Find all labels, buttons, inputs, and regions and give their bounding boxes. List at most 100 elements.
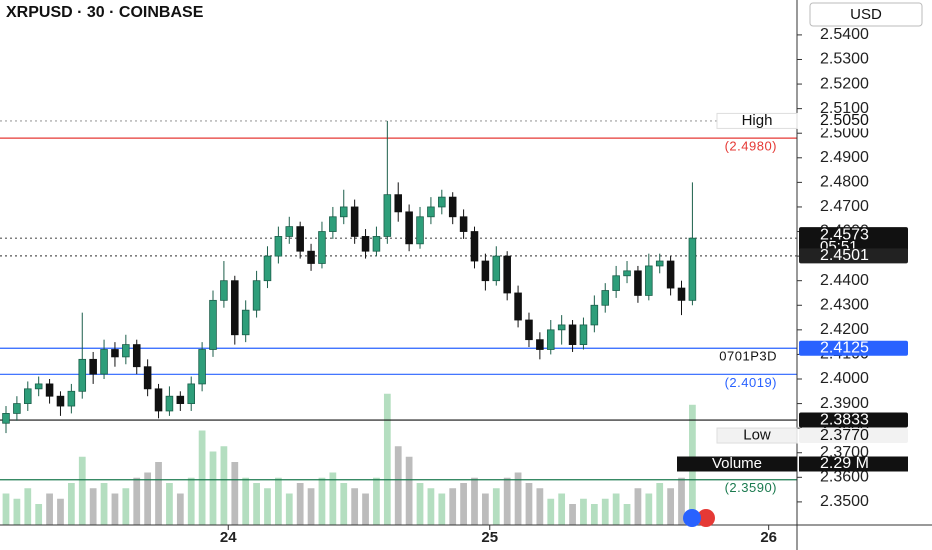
tag-name: High: [742, 112, 773, 129]
currency-label[interactable]: USD: [850, 6, 882, 23]
y-tick-label: 2.4900: [820, 149, 869, 166]
price-tag-label: 2.4573: [820, 226, 869, 243]
volume-bar: [394, 446, 402, 525]
candle-body: [252, 280, 261, 311]
y-tick-label: 2.3900: [820, 395, 869, 412]
volume-bar: [242, 477, 250, 525]
price-tag-label: 2.4125: [820, 339, 869, 356]
candle-body: [546, 329, 555, 350]
volume-bar: [449, 488, 457, 525]
candle-body: [209, 299, 217, 350]
volume-bar: [373, 477, 380, 525]
volume-bar: [2, 493, 10, 525]
candle-body: [2, 413, 10, 424]
volume-bar: [634, 488, 642, 525]
volume-bar: [144, 472, 152, 525]
candle-body: [688, 237, 697, 301]
candle-body: [612, 275, 620, 291]
volume-bar: [78, 456, 86, 525]
candle-body: [601, 290, 610, 306]
volume-bar: [340, 483, 348, 525]
candle-body: [492, 255, 501, 282]
level-label: (2.4980): [725, 139, 777, 154]
x-tick-label: 26: [760, 529, 777, 546]
candle-body: [122, 344, 130, 358]
price-tag-label: 2.4501: [820, 247, 869, 264]
candle-body: [350, 206, 359, 237]
y-tick-label: 2.4400: [820, 272, 869, 289]
price-tag-label: 2.5050: [820, 112, 869, 129]
price-tag: [799, 113, 908, 129]
volume-bar: [111, 493, 119, 525]
level-label: (2.4019): [725, 375, 777, 390]
candle-body: [339, 206, 348, 218]
candle-body: [459, 216, 468, 232]
candle-body: [645, 265, 653, 296]
x-tick-label: 25: [481, 529, 498, 546]
price-tag-label: 2.3833: [820, 411, 869, 428]
candle-body: [263, 255, 272, 282]
volume-bar: [296, 483, 304, 525]
candles-layer: [2, 120, 697, 434]
volume-bar: [67, 483, 75, 525]
volume-bar: [198, 430, 206, 525]
volume-bar: [656, 483, 664, 525]
y-tick-label: 2.5300: [820, 51, 869, 68]
candle-body: [666, 260, 675, 289]
volume-bar: [329, 472, 337, 525]
y-tick-label: 2.4300: [820, 296, 869, 313]
volume-bar: [166, 483, 173, 525]
volume-bar: [547, 498, 555, 525]
candle-body: [89, 358, 97, 375]
candle-body: [56, 395, 65, 407]
candle-body: [590, 304, 599, 326]
volume-bar: [176, 493, 184, 525]
price-tag: [799, 428, 908, 444]
currency-button[interactable]: [809, 2, 923, 27]
candle-body: [329, 216, 337, 232]
candle-body: [448, 196, 457, 218]
event-icon[interactable]: [697, 509, 715, 527]
price-tag: [799, 248, 908, 264]
volume-bar: [231, 462, 239, 525]
volume-bar: [678, 477, 685, 525]
level-label: (2.3590): [725, 480, 777, 495]
candle-body: [568, 324, 577, 345]
candle-body: [318, 231, 326, 264]
y-tick-label: 2.5200: [820, 75, 869, 92]
volume-bar: [362, 493, 369, 525]
candle-body: [296, 226, 304, 252]
volume-bar: [89, 488, 97, 525]
volume-layer: [2, 393, 696, 525]
candle-body: [383, 194, 392, 237]
candle-body: [285, 226, 294, 237]
tag-name-box: [716, 427, 798, 444]
x-tick-label: 24: [220, 529, 237, 546]
candle-body: [503, 255, 511, 294]
candle-body: [525, 319, 533, 341]
volume-tag-label: 2.29 M: [820, 455, 869, 472]
candle-body: [514, 292, 522, 321]
candle-body: [241, 309, 250, 336]
volume-bar: [514, 472, 522, 525]
volume-bar: [645, 493, 653, 525]
candle-body: [100, 349, 108, 375]
candle-body: [274, 236, 283, 257]
levels-layer: (2.4980) 0701P3D (2.4019) (2.3590): [0, 120, 797, 495]
candle-body: [143, 366, 152, 390]
candle-body: [677, 287, 686, 301]
volume-bar: [503, 477, 511, 525]
candle-body: [470, 231, 479, 262]
volume-bar: [405, 456, 413, 525]
volume-bar: [601, 498, 609, 525]
candle-body: [45, 383, 54, 397]
volume-bar: [536, 488, 544, 525]
volume-bar: [590, 504, 598, 525]
volume-tag-name: Volume: [712, 455, 762, 472]
y-tick-label: 2.3500: [820, 493, 869, 510]
candle-body: [405, 211, 413, 245]
candle-body: [307, 250, 315, 264]
event-icon[interactable]: [683, 509, 701, 527]
volume-bar: [220, 446, 228, 525]
price-tag: [799, 412, 908, 428]
